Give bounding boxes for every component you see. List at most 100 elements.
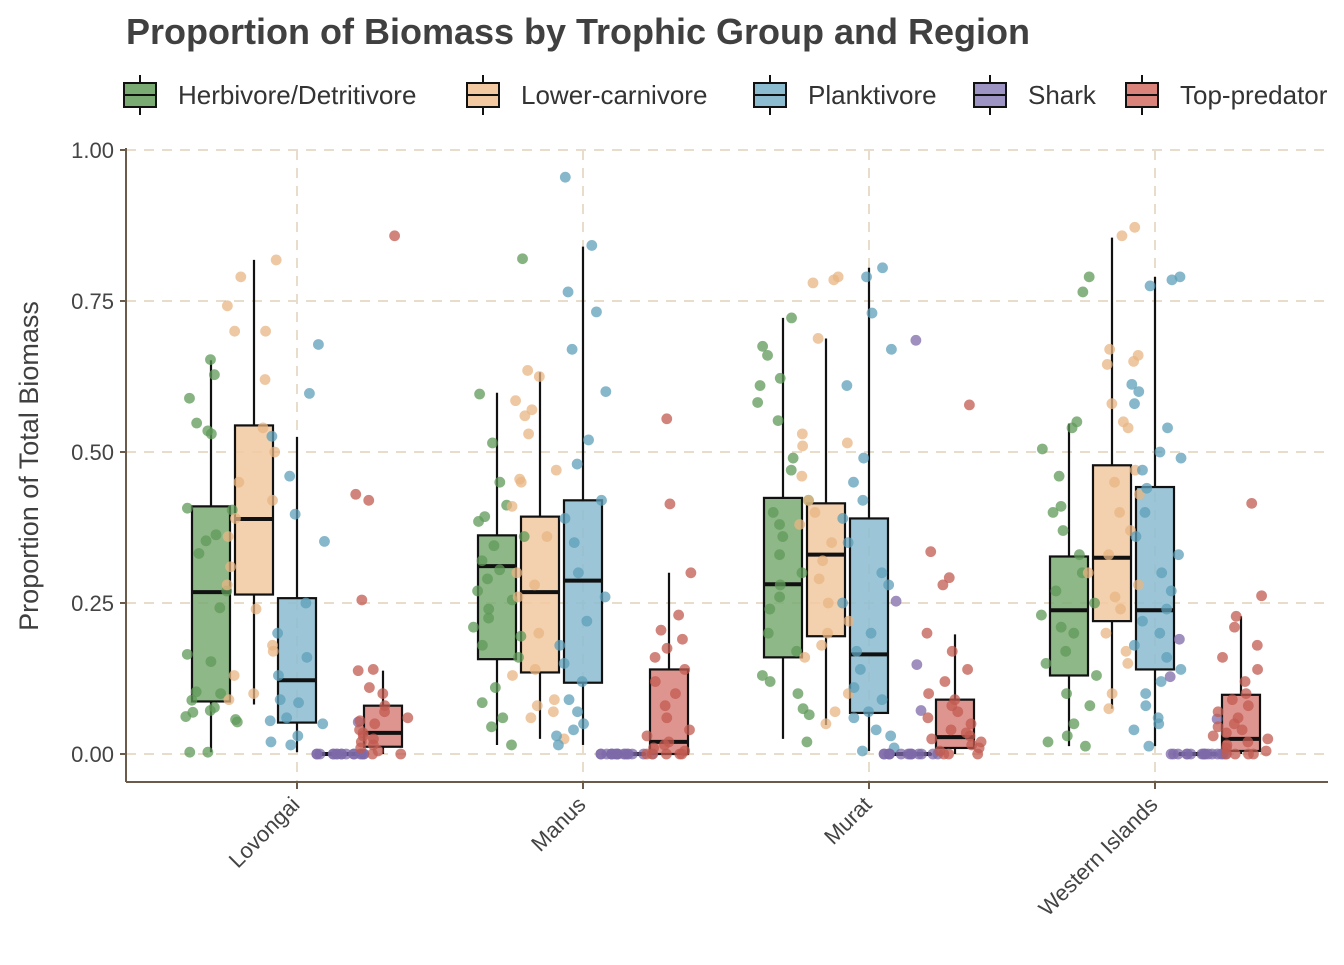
data-point	[300, 597, 312, 609]
data-point	[513, 651, 524, 663]
data-point	[911, 659, 923, 671]
data-point	[772, 415, 784, 426]
legend-label: Top-predator	[1180, 80, 1328, 110]
data-point	[1137, 464, 1148, 476]
data-point	[269, 446, 281, 458]
data-point	[476, 697, 488, 709]
data-point	[1083, 271, 1095, 283]
data-point	[1217, 651, 1228, 663]
data-point	[796, 428, 808, 440]
data-point	[752, 397, 764, 408]
data-point	[774, 372, 786, 384]
data-point	[826, 537, 838, 548]
data-point	[1175, 452, 1187, 464]
data-point	[552, 739, 564, 751]
data-point	[915, 705, 927, 716]
data-point	[1066, 422, 1078, 434]
data-point	[777, 531, 789, 542]
data-point	[267, 494, 278, 506]
data-point	[221, 579, 233, 591]
data-point	[507, 670, 518, 681]
data-point	[606, 748, 617, 760]
data-point	[1082, 567, 1094, 579]
data-point	[1035, 609, 1047, 621]
x-tick-label: Murat	[819, 792, 876, 849]
data-point	[1140, 688, 1152, 699]
data-point	[489, 682, 501, 693]
box-planktivore	[562, 499, 604, 684]
data-point	[876, 567, 888, 579]
data-point	[1080, 740, 1091, 752]
data-point	[472, 585, 484, 597]
data-point	[248, 688, 260, 699]
data-point	[1226, 694, 1238, 706]
data-point	[559, 171, 571, 183]
data-point	[1116, 230, 1128, 242]
legend-label: Lower-carnivore	[521, 80, 707, 110]
data-point	[311, 748, 323, 760]
data-point	[523, 428, 534, 440]
data-point	[578, 718, 589, 730]
data-point	[1166, 274, 1178, 286]
data-point	[1040, 658, 1052, 669]
data-point	[350, 488, 362, 500]
data-point	[285, 739, 297, 751]
data-point	[331, 748, 343, 760]
data-point	[863, 706, 874, 718]
data-point	[965, 718, 977, 730]
data-point	[660, 748, 672, 760]
data-point	[857, 745, 868, 757]
data-point	[231, 716, 243, 728]
data-point	[572, 706, 583, 718]
data-point	[525, 712, 537, 724]
data-point	[801, 736, 813, 748]
x-tick-label: Western Islands	[1034, 792, 1163, 921]
data-point	[1106, 398, 1118, 410]
data-point	[205, 428, 217, 440]
data-point	[225, 561, 236, 573]
data-point	[796, 567, 808, 579]
data-point	[250, 603, 262, 615]
box-lower-carnivore	[519, 515, 561, 674]
y-tick-label: 0.00	[71, 742, 114, 767]
data-point	[1089, 597, 1100, 609]
y-tick-label: 0.75	[71, 289, 114, 314]
data-point	[354, 715, 366, 727]
data-point	[568, 537, 580, 548]
data-point	[1109, 591, 1121, 603]
data-point	[767, 507, 779, 518]
data-point	[181, 648, 193, 660]
data-point	[1239, 676, 1251, 687]
data-point	[1129, 221, 1141, 233]
data-point	[829, 706, 841, 718]
data-point	[1173, 633, 1185, 645]
data-point	[1091, 670, 1102, 681]
data-point	[1122, 422, 1134, 434]
data-point	[482, 573, 493, 585]
data-point	[204, 705, 216, 716]
data-point	[379, 706, 390, 718]
data-point	[1060, 645, 1072, 657]
data-point	[267, 645, 279, 657]
data-point	[754, 380, 766, 391]
data-point	[816, 639, 828, 651]
data-point	[205, 656, 217, 667]
data-point	[848, 682, 860, 693]
data-point	[876, 694, 888, 706]
data-point	[389, 230, 401, 242]
data-point	[1212, 721, 1224, 733]
data-point	[487, 437, 498, 449]
data-point	[817, 555, 829, 567]
data-point	[1242, 736, 1254, 748]
data-point	[599, 591, 611, 603]
data-point	[1103, 703, 1115, 715]
data-point	[923, 688, 935, 699]
data-point	[191, 417, 203, 429]
data-point	[1050, 585, 1062, 597]
data-point	[1221, 748, 1232, 760]
data-point	[774, 579, 786, 591]
data-point	[803, 494, 814, 506]
data-point	[1104, 343, 1116, 355]
y-tick-label: 0.25	[71, 591, 114, 616]
data-point	[1162, 422, 1173, 434]
